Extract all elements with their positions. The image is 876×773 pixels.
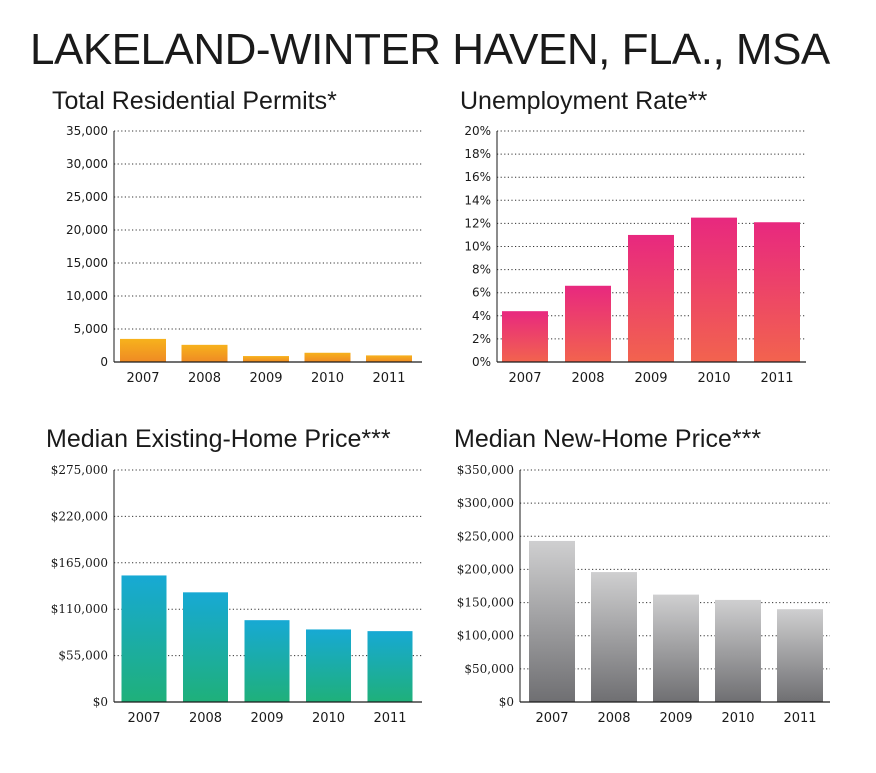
y-tick-label: 8% (472, 263, 491, 277)
page-title: LAKELAND-WINTER HAVEN, FLA., MSA (30, 25, 830, 74)
y-tick-label: 35,000 (66, 124, 108, 138)
x-tick-label: 2009 (634, 371, 667, 386)
y-tick-label: 20,000 (66, 223, 108, 237)
y-tick-label: $0 (93, 695, 108, 709)
bar-2008 (183, 592, 228, 702)
y-tick-label: 6% (472, 286, 491, 300)
bar-2011 (777, 609, 823, 702)
x-tick-label: 2007 (535, 711, 568, 726)
x-tick-label: 2011 (373, 711, 406, 726)
chart-median-new-home-price: $0 $50,000 $100,000 $150,000 $200,000 $250,00… (457, 463, 830, 726)
chart-median-existing-home-price: $0 $55,000 $110,000 $165,000 $220,000 $275,00… (51, 463, 422, 726)
chart-title-new-home-price: Median New-Home Price*** (454, 425, 762, 453)
bar-2008 (591, 572, 637, 702)
y-tick-label: 20% (464, 124, 491, 138)
y-tick-label: 15,000 (66, 256, 108, 270)
bar-2011 (366, 355, 412, 362)
x-tick-label: 2010 (312, 711, 345, 726)
x-tick-label: 2011 (760, 371, 793, 386)
x-tick-label: 2009 (249, 371, 282, 386)
y-tick-label: 18% (464, 147, 491, 161)
y-tick-label: 10% (464, 240, 491, 254)
x-tick-label: 2007 (508, 371, 541, 386)
bar-2009 (244, 620, 290, 702)
y-tick-label: 2% (472, 332, 491, 346)
y-tick-label: 14% (464, 193, 491, 207)
bar-2009 (628, 234, 674, 362)
y-tick-label: $275,000 (51, 463, 108, 477)
bar-2008 (181, 344, 228, 362)
y-tick-label: $220,000 (51, 509, 108, 523)
x-tick-label: 2007 (126, 371, 159, 386)
chart-title-permits: Total Residential Permits* (52, 87, 337, 115)
bar-2007 (120, 338, 166, 362)
y-tick-label: 12% (464, 216, 491, 230)
bar-2011 (367, 631, 413, 702)
y-tick-label: $150,000 (457, 596, 514, 610)
bar-2010 (304, 352, 351, 362)
bar-2007 (121, 575, 167, 702)
chart-unemployment-rate: 0% 2% 4% 6% 8% 10% 12% 14% 16% 18% 20% 2007 2008 2009… (464, 124, 806, 386)
x-tick-label: 2011 (372, 371, 405, 386)
y-tick-label: $55,000 (58, 649, 108, 663)
x-tick-label: 2008 (571, 371, 604, 386)
chart-title-existing-home-price: Median Existing-Home Price*** (46, 425, 391, 453)
y-tick-label: $200,000 (457, 562, 514, 576)
chart-total-residential-permits: 0 5,000 10,000 15,000 20,000 25,000 30,000 35,0… (66, 124, 422, 386)
x-tick-label: 2007 (127, 711, 160, 726)
y-tick-label: 25,000 (66, 190, 108, 204)
x-tick-label: 2010 (697, 371, 730, 386)
bar-2009 (243, 356, 289, 362)
bar-2011 (754, 222, 800, 362)
x-tick-label: 2010 (311, 371, 344, 386)
bar-2008 (565, 285, 611, 362)
y-tick-label: $300,000 (457, 496, 514, 510)
bar-2009 (653, 594, 699, 702)
y-tick-label: 0 (100, 355, 108, 369)
bar-2007 (529, 540, 575, 702)
bar-2010 (715, 599, 761, 702)
x-tick-label: 2008 (188, 371, 221, 386)
bar-2010 (306, 629, 351, 702)
y-tick-label: $350,000 (457, 463, 514, 477)
x-tick-label: 2009 (659, 711, 692, 726)
y-tick-label: $50,000 (464, 662, 514, 676)
y-tick-label: 10,000 (66, 289, 108, 303)
y-tick-label: $250,000 (457, 529, 514, 543)
y-tick-label: 16% (464, 170, 491, 184)
y-tick-label: 5,000 (74, 322, 108, 336)
bar-2010 (691, 217, 737, 362)
x-tick-label: 2008 (189, 711, 222, 726)
y-tick-label: $165,000 (51, 556, 108, 570)
x-tick-label: 2008 (597, 711, 630, 726)
y-tick-label: $100,000 (457, 629, 514, 643)
y-tick-label: 30,000 (66, 157, 108, 171)
bar-2007 (502, 311, 548, 362)
y-tick-label: $110,000 (51, 602, 108, 616)
x-tick-label: 2010 (721, 711, 754, 726)
y-tick-label: 4% (472, 309, 491, 323)
chart-title-unemployment: Unemployment Rate** (460, 87, 708, 115)
y-tick-label: $0 (499, 695, 514, 709)
x-tick-label: 2011 (783, 711, 816, 726)
x-tick-label: 2009 (250, 711, 283, 726)
y-tick-label: 0% (472, 355, 491, 369)
